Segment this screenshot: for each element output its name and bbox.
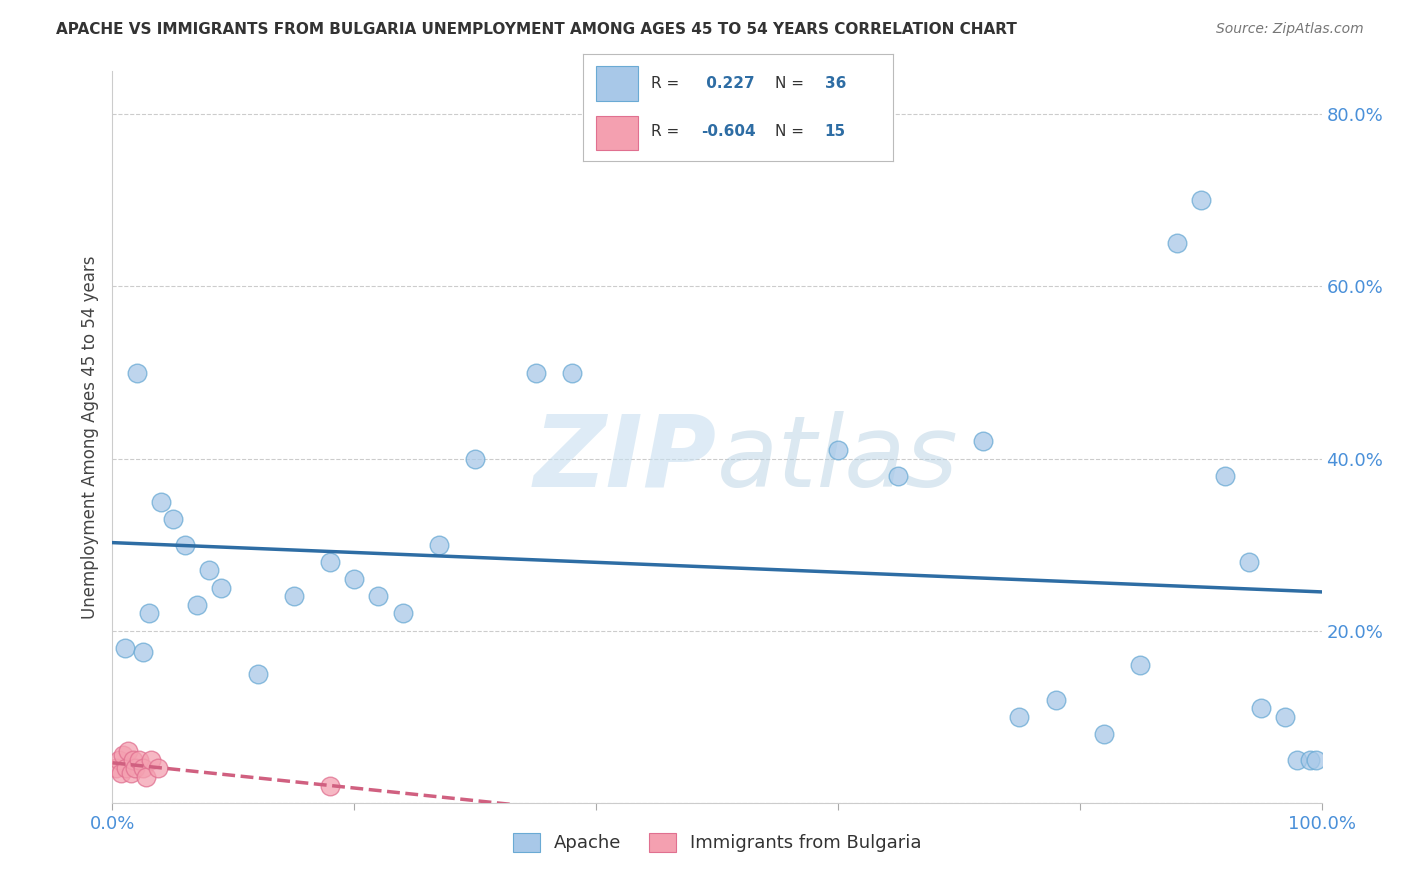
Text: 15: 15 (825, 124, 846, 139)
Point (972, 434, 994, 449)
Point (561, 366, 583, 380)
Point (149, 494, 172, 508)
Point (1129, 658, 1152, 673)
Point (367, 589, 389, 603)
Text: 0.227: 0.227 (702, 76, 755, 91)
Point (117, 744, 139, 758)
Point (124, 761, 146, 775)
Point (128, 753, 150, 767)
Point (1213, 468, 1236, 483)
Point (148, 761, 170, 775)
Y-axis label: Unemployment Among Ages 45 to 54 years: Unemployment Among Ages 45 to 54 years (80, 255, 98, 619)
Bar (596, 66, 638, 101)
Point (122, 753, 145, 767)
Point (343, 572, 366, 586)
Point (138, 607, 160, 621)
Text: Source: ZipAtlas.com: Source: ZipAtlas.com (1216, 22, 1364, 37)
Point (887, 468, 910, 483)
Point (464, 451, 486, 466)
Point (162, 512, 184, 526)
Point (105, 761, 128, 775)
Point (1237, 555, 1260, 569)
Point (1250, 701, 1272, 715)
Point (1008, 710, 1031, 724)
Point (114, 640, 136, 655)
Bar (596, 116, 638, 150)
Point (827, 442, 849, 457)
Point (1305, 753, 1327, 767)
Text: -0.604: -0.604 (702, 124, 755, 139)
Point (319, 779, 342, 793)
Text: R =: R = (651, 76, 679, 91)
Point (135, 770, 157, 784)
Point (1298, 753, 1320, 767)
Point (1166, 236, 1188, 251)
Point (107, 753, 129, 767)
Point (174, 538, 197, 552)
Text: APACHE VS IMMIGRANTS FROM BULGARIA UNEMPLOYMENT AMONG AGES 45 TO 54 YEARS CORREL: APACHE VS IMMIGRANTS FROM BULGARIA UNEMP… (56, 22, 1017, 37)
Legend: Apache, Immigrants from Bulgaria: Apache, Immigrants from Bulgaria (505, 826, 929, 860)
Point (132, 645, 155, 659)
Point (524, 366, 547, 380)
Point (1286, 753, 1309, 767)
Text: atlas: atlas (717, 410, 959, 508)
Point (427, 538, 450, 552)
Point (319, 555, 342, 569)
Point (125, 366, 148, 380)
Point (1274, 710, 1296, 724)
Point (198, 564, 221, 578)
Text: N =: N = (775, 124, 804, 139)
Text: N =: N = (775, 76, 804, 91)
Point (209, 581, 232, 595)
Point (112, 748, 135, 763)
Point (132, 761, 155, 775)
Point (1045, 692, 1067, 706)
Point (1189, 194, 1212, 208)
Text: 36: 36 (825, 76, 846, 91)
Point (1092, 727, 1115, 741)
Point (110, 765, 132, 780)
Point (120, 765, 142, 780)
Point (283, 589, 305, 603)
Point (114, 761, 136, 775)
Point (246, 666, 269, 681)
Point (391, 607, 413, 621)
Point (141, 753, 163, 767)
Text: ZIP: ZIP (534, 410, 717, 508)
Point (186, 598, 208, 612)
Text: R =: R = (651, 124, 679, 139)
